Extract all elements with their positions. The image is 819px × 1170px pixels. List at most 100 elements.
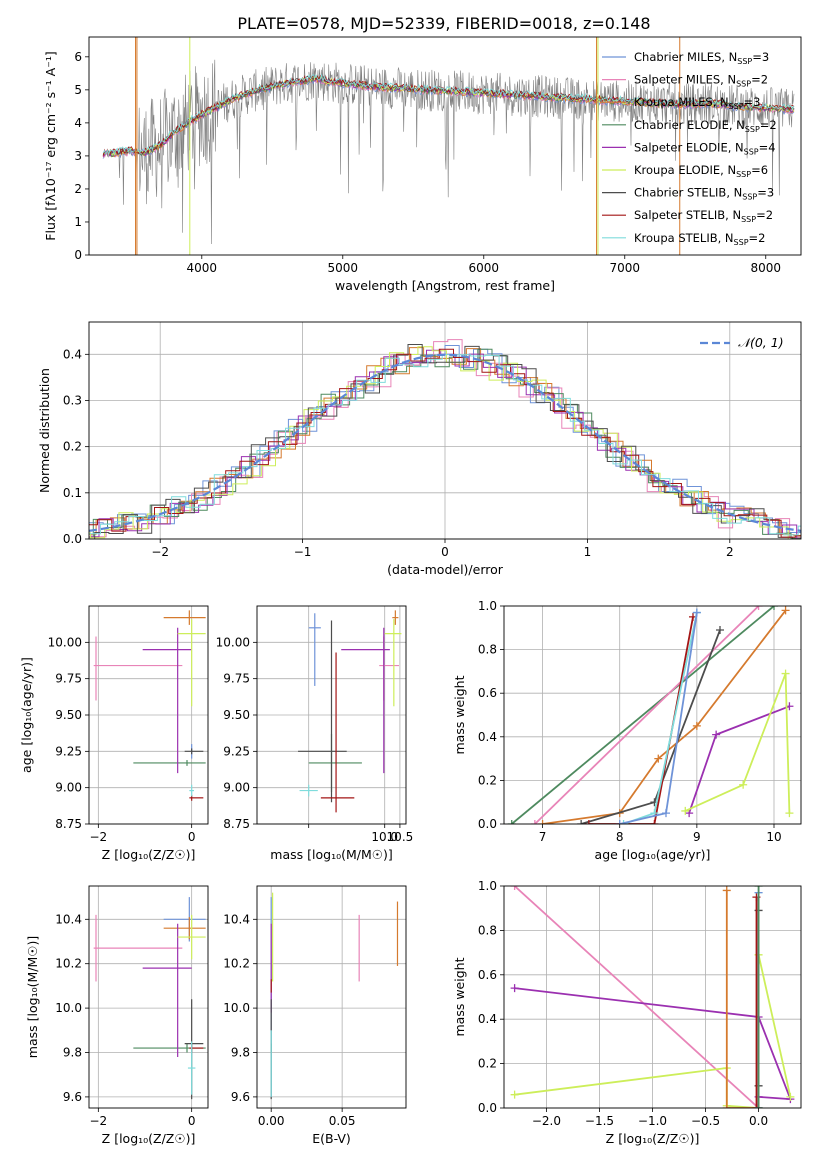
y-tick-label: 0.6 (478, 686, 497, 700)
weight-point-marker (530, 820, 539, 824)
y-tick-label: 0.0 (478, 817, 497, 831)
x-tick-label: 2 (726, 545, 734, 559)
weight-series-line (513, 886, 760, 1108)
weight-point-marker (654, 754, 663, 763)
x-axis-label: Z [log₁₀(Z/Z☉)] (102, 847, 196, 862)
weight-lines (507, 606, 794, 824)
x-tick-label: 0 (441, 545, 449, 559)
y-tick-label: 10.2 (223, 957, 250, 971)
x-tick-label: 0.05 (329, 1114, 356, 1128)
weight-point-marker (752, 1104, 761, 1108)
weight-point-marker (510, 1090, 519, 1099)
weight-series-line (514, 987, 792, 1101)
y-tick-label: 0.2 (478, 773, 497, 787)
errorbar-marks (270, 892, 399, 1100)
axes-frame (503, 885, 802, 1109)
y-axis-label: age [log₁₀(age/yr)] (19, 657, 34, 773)
spectrum-legend: Chabrier MILES, NSSP=3 Salpeter MILES, NS… (602, 50, 777, 247)
model-spectrum-line (102, 75, 795, 156)
weight-point-marker (722, 886, 731, 895)
weight-point-marker (510, 984, 519, 993)
errorbar-marks (298, 610, 402, 813)
y-tick-label: 1 (74, 215, 82, 229)
legend-entry-label: Salpeter MILES, NSSP=2 (634, 73, 768, 89)
y-tick-label: 0.4 (478, 1012, 497, 1026)
y-axis-label: mass weight (452, 957, 467, 1036)
axes-frame (88, 321, 802, 540)
residuals-panel: −2 −1 0 1 2 0.0 0.1 0.2 0.3 0.4 (data-model)/error… (37, 321, 802, 577)
x-tick-label: 8 (616, 830, 624, 844)
weight-series-line (684, 673, 791, 814)
weight-series-line (542, 609, 787, 824)
y-tick-label: 9.25 (223, 744, 250, 758)
legend-entry-label: 𝒩(0, 1) (738, 335, 784, 350)
y-tick-label: 0.8 (478, 923, 497, 937)
legend-entry-label: Kroupa MILES, NSSP=3 (634, 95, 760, 111)
y-tick-label: 9.00 (55, 781, 82, 795)
x-tick-label: −2 (89, 1114, 107, 1128)
weight-point-marker (577, 820, 586, 824)
legend-entry-label: Kroupa STELIB, NSSP=2 (634, 231, 765, 247)
weight-point-marker (785, 809, 794, 818)
y-tick-label: 4 (74, 116, 82, 130)
weight-point-marker (754, 1104, 763, 1108)
y-tick-label: 0.3 (63, 393, 82, 407)
weight-point-marker (786, 1092, 795, 1101)
weight-point-marker (662, 809, 670, 818)
legend-entry-label: Salpeter ELODIE, NSSP=4 (634, 140, 776, 156)
x-tick-label: −2 (151, 545, 169, 559)
histogram-series (89, 346, 801, 539)
model-spectrum-line (102, 73, 795, 156)
weight-point-marker (716, 625, 724, 634)
spectrum-lines (102, 37, 795, 255)
weight-series-line (725, 890, 759, 1108)
y-tick-label: 9.8 (63, 1046, 82, 1060)
weight-point-marker (754, 886, 763, 890)
y-tick-label: 0.2 (478, 1057, 497, 1071)
histogram-series (89, 344, 801, 539)
weight-point-marker (770, 606, 778, 610)
weight-series-line (514, 954, 792, 1108)
y-axis-label: mass [log₁₀(M/M☉)] (25, 936, 40, 1058)
x-axis-label: age [log₁₀(age/yr)] (595, 847, 711, 862)
weight-point-marker (615, 820, 624, 824)
weight-point-marker (739, 780, 748, 789)
age_vs_mass-panel: 10.010.5 8.75 9.00 9.25 9.50 9.75 10.00 mass [l… (216, 605, 413, 862)
weight-point-marker (781, 669, 790, 678)
x-tick-label: 10 (766, 830, 781, 844)
x-tick-label: −2.0 (532, 1114, 561, 1128)
y-tick-label: 9.8 (231, 1046, 250, 1060)
errorbar-marks (93, 897, 206, 1100)
y-axis-label: mass weight (452, 675, 467, 754)
histogram-steps (89, 339, 801, 539)
y-tick-label: 9.50 (223, 708, 250, 722)
y-tick-label: 6 (74, 50, 82, 64)
mass_vs_Z-panel: −2 0 9.6 9.8 10.0 10.2 10.4 Z [log₁₀(Z/Z☉)] mass… (25, 885, 209, 1146)
x-tick-label: 4000 (187, 261, 218, 275)
spectrum-panel: 4000 5000 6000 7000 8000 0 1 2 3 4 5 6 wavelength [A… (43, 36, 802, 293)
y-tick-label: 9.6 (231, 1090, 250, 1104)
weight-point-marker (681, 806, 690, 815)
y-tick-label: 0.8 (478, 643, 497, 657)
weight-point-marker (584, 820, 593, 824)
x-tick-label: 0 (188, 830, 196, 844)
weight-point-marker (712, 730, 721, 739)
x-tick-label: 0.0 (749, 1114, 768, 1128)
errorbar-marks (93, 610, 206, 801)
legend-entry-label: Chabrier ELODIE, NSSP=2 (634, 118, 777, 134)
x-axis-label: mass [log₁₀(M/M☉)] (270, 847, 392, 862)
weight-point-marker (754, 606, 763, 610)
axes-frame (503, 605, 802, 825)
axes-frame (88, 885, 209, 1109)
axes-frame (256, 605, 407, 825)
y-tick-label: 10.00 (48, 635, 82, 649)
weight-point-marker (781, 606, 790, 615)
x-tick-label: 10.0 (371, 830, 398, 844)
y-tick-label: 10.4 (55, 912, 82, 926)
y-tick-label: 9.75 (223, 672, 250, 686)
y-tick-label: 9.50 (55, 708, 82, 722)
x-tick-label: −1.5 (585, 1114, 614, 1128)
weight-point-marker (538, 820, 547, 824)
y-tick-label: 1.0 (478, 879, 497, 893)
